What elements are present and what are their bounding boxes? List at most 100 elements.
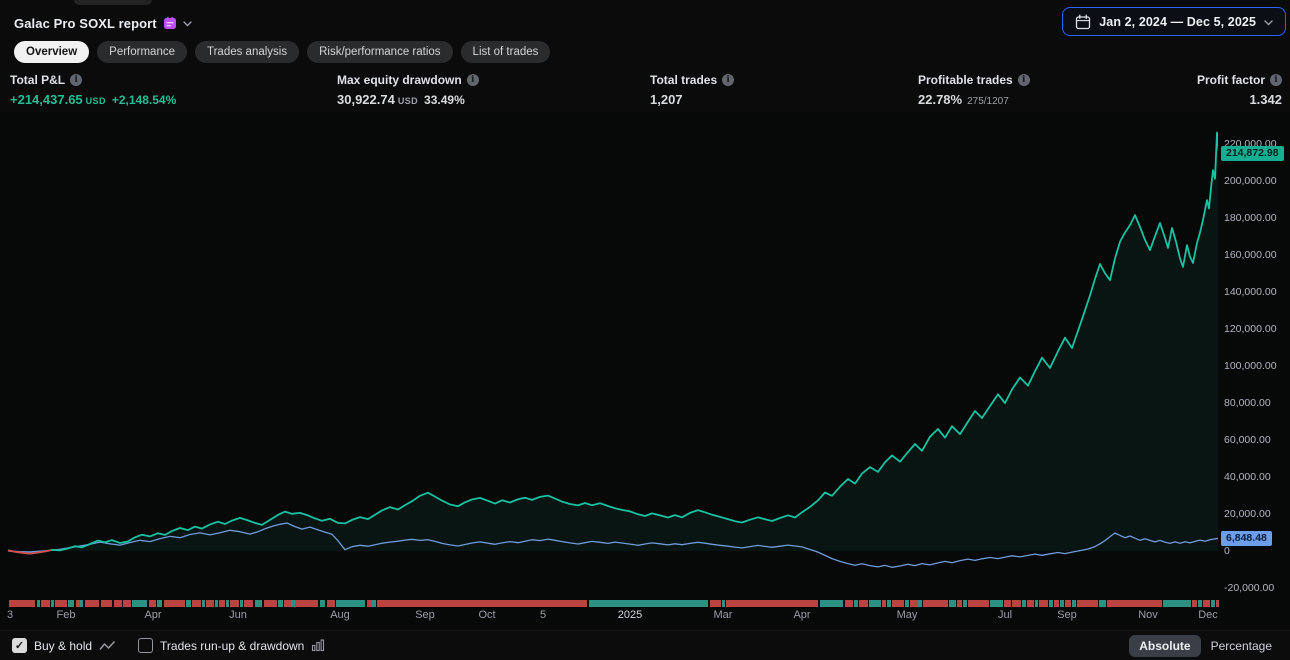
trade-strip-segment (186, 600, 191, 607)
calendar-icon (1075, 14, 1091, 30)
trade-strip-segment (968, 600, 989, 607)
trade-strip-segment (1211, 600, 1215, 607)
price-tick-label: 120,000.00 (1224, 322, 1277, 335)
trades-runup-toggle[interactable]: Trades run-up & drawdown (138, 638, 325, 653)
trade-strip-segment (892, 600, 904, 607)
time-tick-label: 3 (6, 609, 14, 621)
buy-hold-toggle[interactable]: ✓ Buy & hold (12, 638, 116, 653)
stat-total-pnl-label: Total P&L (10, 73, 66, 87)
top-tab-remnant (74, 0, 152, 5)
stat-profitable-trades-ratio: 275/1207 (967, 96, 1009, 107)
trade-strip-segment (372, 600, 376, 607)
trade-strip-segment (918, 600, 922, 607)
trade-strip-segment (1198, 600, 1202, 607)
info-icon[interactable]: i (466, 74, 479, 86)
trade-strip-segment (859, 600, 868, 607)
equity-chart[interactable]: 220,000.00 200,000.00 180,000.00 160,000.00… (0, 112, 1290, 630)
info-icon[interactable]: i (722, 74, 735, 86)
absolute-toggle[interactable]: Absolute (1129, 634, 1201, 657)
trade-strip-segment (164, 600, 185, 607)
trade-strip-segment (963, 600, 967, 607)
date-range-text: Jan 2, 2024 — Dec 5, 2025 (1099, 14, 1256, 29)
info-icon[interactable]: i (70, 74, 83, 86)
price-tick-label: 100,000.00 (1224, 359, 1277, 372)
trade-strip-segment (1022, 600, 1026, 607)
stat-profitable-trades-value: 22.78% (918, 92, 963, 107)
time-tick-label: Nov (1138, 609, 1158, 621)
trade-strip-segment (923, 600, 948, 607)
price-tick-label: 80,000.00 (1224, 396, 1271, 409)
trade-strip-segment (114, 600, 122, 607)
time-tick-label: Oct (478, 609, 496, 621)
stat-profit-factor: Profit factor i 1.342 (1197, 73, 1282, 107)
stat-max-drawdown-value: 30,922.74 (337, 92, 395, 107)
trade-strip-segment (957, 600, 962, 607)
trade-strip-segment (949, 600, 956, 607)
trade-strip-segment (41, 600, 50, 607)
trade-strip-segment (1203, 600, 1210, 607)
time-tick-label: May (896, 609, 918, 621)
trade-strip-segment (905, 600, 909, 607)
trade-strip-segment (1077, 600, 1098, 607)
tab-risk-performance-ratios[interactable]: Risk/performance ratios (307, 41, 453, 63)
trade-strip-segment (284, 600, 291, 607)
trades-strip (0, 600, 1219, 607)
trade-strip-segment (1049, 600, 1053, 607)
trade-strip-segment (320, 600, 325, 607)
equity-chart-svg (7, 131, 1218, 568)
stat-max-drawdown-label: Max equity drawdown (337, 73, 462, 87)
stat-max-drawdown: Max equity drawdown i 30,922.74 USD 33.49% (337, 73, 479, 107)
report-tabs: Overview Performance Trades analysis Ris… (14, 41, 551, 63)
percentage-toggle[interactable]: Percentage (1210, 638, 1272, 653)
price-tick-label: 160,000.00 (1224, 248, 1277, 261)
trade-strip-segment (85, 600, 99, 607)
trade-strip-segment (206, 600, 214, 607)
buy-hold-label: Buy & hold (34, 638, 93, 653)
bar-chart-icon (311, 639, 325, 652)
tab-list-of-trades[interactable]: List of trades (460, 41, 551, 63)
trade-strip-segment (244, 600, 253, 607)
time-tick-label: Feb (56, 609, 76, 621)
trade-strip-segment (377, 600, 587, 607)
buy-hold-checkbox[interactable]: ✓ (12, 638, 27, 653)
buyhold-price-badge: 6,848.48 (1221, 530, 1272, 546)
info-icon[interactable]: i (1017, 74, 1030, 86)
tab-trades-analysis[interactable]: Trades analysis (195, 41, 300, 63)
trade-strip-segment (367, 600, 372, 607)
trade-strip-segment (264, 600, 277, 607)
trade-strip-segment (215, 600, 218, 607)
trade-strip-segment (845, 600, 853, 607)
date-range-button[interactable]: Jan 2, 2024 — Dec 5, 2025 (1062, 7, 1286, 36)
trade-strip-segment (1107, 600, 1162, 607)
trade-strip-segment (1099, 600, 1106, 607)
trade-strip-segment (1192, 600, 1197, 607)
stat-total-trades-value: 1,207 (650, 92, 683, 107)
stat-profit-factor-label: Profit factor (1196, 73, 1265, 87)
trade-strip-segment (226, 600, 229, 607)
stat-total-pnl-pct: +2,148.54% (111, 93, 177, 107)
tab-overview[interactable]: Overview (14, 41, 90, 63)
trades-runup-checkbox[interactable] (138, 638, 154, 653)
date-range-chevron-icon (1264, 13, 1273, 31)
stat-total-pnl: Total P&L i +214,437.65 USD +2,148.54% (10, 73, 176, 107)
time-tick-label: 5 (539, 609, 547, 621)
trade-strip-segment (854, 600, 858, 607)
trades-runup-label: Trades run-up & drawdown (160, 638, 305, 653)
stat-max-drawdown-pct: 33.49% (424, 93, 465, 107)
time-tick-label: Sep (1057, 609, 1077, 621)
report-title-row[interactable]: Galac Pro SOXL report (14, 14, 192, 32)
price-tick-label: 20,000.00 (1224, 507, 1271, 520)
trade-strip-segment (149, 600, 156, 607)
trade-strip-segment (1054, 600, 1059, 607)
chart-footer-bar: ✓ Buy & hold Trades run-up & drawdown Ab… (0, 630, 1290, 660)
trade-strip-segment (327, 600, 335, 607)
trade-strip-segment (51, 600, 54, 607)
trade-strip-segment (1027, 600, 1034, 607)
price-tick-label: 180,000.00 (1224, 211, 1277, 224)
equity-price-badge: 214,872.98 (1221, 145, 1284, 161)
trade-strip-segment (219, 600, 225, 607)
tab-performance[interactable]: Performance (97, 41, 187, 63)
info-icon[interactable]: i (1270, 74, 1282, 86)
trade-strip-segment (1004, 600, 1011, 607)
stat-total-pnl-value: +214,437.65 (10, 92, 83, 107)
